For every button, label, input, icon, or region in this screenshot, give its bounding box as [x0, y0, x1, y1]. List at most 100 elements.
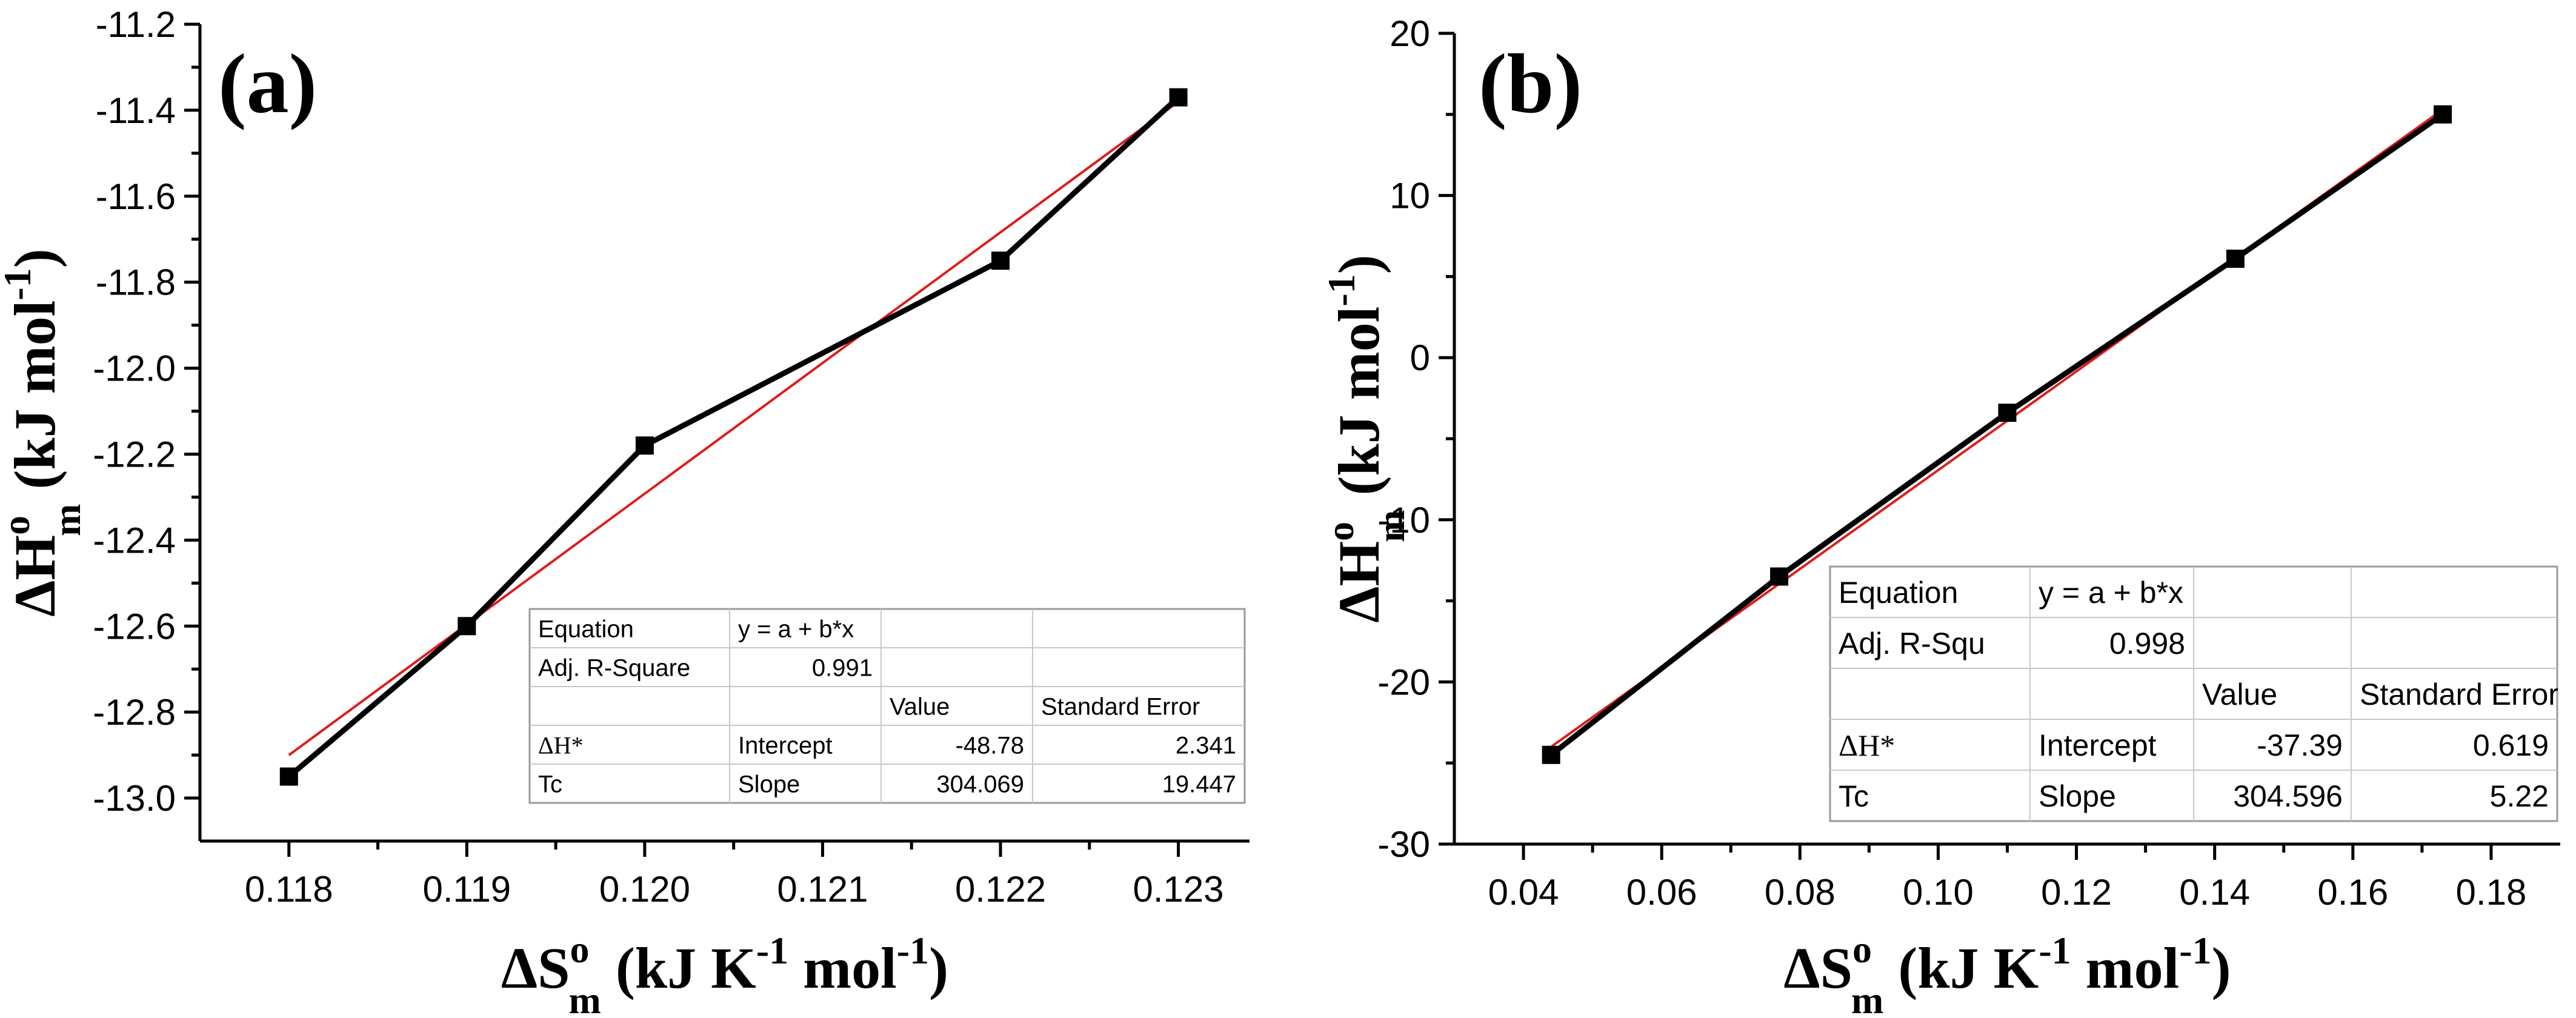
fit-results-table: Equation y = a + b*x Adj. R-Square 0.991 Val… — [528, 608, 1246, 804]
data-point-marker — [2226, 249, 2245, 268]
y-axis-label-part: ) — [2, 248, 67, 268]
data-point-marker — [1542, 745, 1560, 764]
x-axis-label-part: o — [570, 928, 590, 971]
x-axis-label-part: (kJ K — [1883, 936, 2039, 1000]
y-tick-label: 0 — [1410, 338, 1430, 378]
fit-table-cell: Intercept — [738, 732, 833, 759]
fit-table-cell: Standard Error — [1041, 693, 1200, 720]
x-axis-label: ΔSo m (kJ K-1 mol-1) — [1783, 928, 2231, 1018]
fit-table-cell: 0.998 — [2109, 627, 2185, 660]
y-axis-label-part: m — [1370, 510, 1413, 542]
fit-table-cell: y = a + b*x — [2039, 576, 2183, 610]
fit-table-cell: Equation — [538, 616, 634, 642]
x-tick-label: 0.12 — [2041, 872, 2112, 913]
x-tick-label: 0.16 — [2317, 872, 2388, 913]
data-point-marker — [991, 251, 1010, 270]
y-axis-label-part: ΔH — [2, 535, 67, 617]
fit-table-cell: Value — [2202, 677, 2277, 711]
x-tick-label: 0.08 — [1765, 872, 1835, 913]
data-point-marker — [635, 436, 654, 455]
y-tick-label: -12.4 — [93, 520, 176, 561]
fit-table-cell: Equation — [1839, 576, 1958, 610]
y-tick-label: -20 — [1377, 662, 1430, 702]
x-axis-label-part: (kJ K — [601, 936, 756, 1000]
x-axis-label-part: ) — [2212, 936, 2231, 1000]
y-tick-label: -11.8 — [96, 262, 176, 303]
y-tick-label: 10 — [1390, 176, 1430, 216]
x-axis-label-part: o — [1852, 928, 1872, 971]
x-axis-label-part: -1 — [2179, 929, 2211, 972]
data-point-marker — [279, 767, 298, 786]
x-tick-label: 0.119 — [422, 869, 511, 910]
fit-table-cell: Adj. R-Squ — [1839, 627, 1985, 660]
x-axis-label-part: -1 — [897, 929, 929, 972]
x-axis-label-part: -1 — [2039, 929, 2071, 972]
x-tick-label: 0.120 — [599, 869, 690, 910]
fit-table-cell: 304.069 — [936, 771, 1024, 797]
x-tick-label: 0.06 — [1626, 872, 1697, 913]
y-tick-label: -11.2 — [96, 4, 176, 45]
x-axis-label-part: m — [569, 979, 601, 1018]
x-tick-label: 0.14 — [2179, 872, 2250, 913]
x-tick-label: 0.10 — [1903, 872, 1974, 913]
x-tick-label: 0.123 — [1133, 869, 1223, 910]
fit-table-cell: -48.78 — [956, 732, 1024, 759]
data-point-marker — [2434, 105, 2452, 124]
y-tick-label: -10 — [1377, 500, 1430, 541]
y-tick-label: -12.8 — [93, 692, 176, 733]
x-tick-label: 0.122 — [955, 869, 1046, 910]
fit-table-cell: 304.596 — [2233, 779, 2343, 813]
fit-table-cell: y = a + b*x — [738, 616, 854, 642]
y-axis-label-part: -1 — [1320, 274, 1363, 306]
y-axis-label-part: (kJ mol — [1326, 307, 1391, 510]
x-tick-label: 0.118 — [245, 869, 333, 910]
panel-b-chart: 0.04 0.06 0.08 0.10 0.12 0.14 0.16 0.18 -30 -20 -1… — [1319, 13, 2560, 1018]
fit-table-cell: 0.991 — [812, 654, 873, 681]
fit-table-cell: ΔH* — [538, 731, 584, 759]
y-axis-label-part: ) — [1326, 254, 1391, 274]
x-axis-label-part: mol — [2071, 936, 2180, 1000]
fit-table-cell: Adj. R-Square — [538, 654, 690, 681]
fit-table-cell: Standard Error — [2360, 677, 2558, 711]
y-axis-label-part: (kJ mol — [2, 301, 67, 504]
fit-line — [288, 101, 1179, 756]
y-axis-label-part: ΔH — [1326, 541, 1391, 623]
fit-table-cell: Tc — [1839, 779, 1869, 813]
y-axis-label-part: o — [1319, 522, 1362, 541]
y-axis-label-part: m — [45, 504, 88, 536]
data-point-marker — [1169, 88, 1188, 107]
x-axis-label-part: m — [1851, 979, 1883, 1018]
y-tick-label: -12.6 — [93, 606, 176, 647]
fit-table-cell: Slope — [738, 771, 800, 797]
x-tick-label: 0.121 — [777, 869, 868, 910]
x-axis-label-part: ) — [929, 936, 948, 1000]
y-axis-label-part: o — [0, 516, 38, 535]
y-tick-label: 20 — [1390, 13, 1430, 54]
fit-table-cell: 0.619 — [2473, 728, 2549, 762]
x-axis-label-part: -1 — [756, 929, 788, 972]
x-axis-label-part: ΔS — [1783, 936, 1852, 1000]
y-tick-label: -11.4 — [96, 90, 176, 131]
x-axis-label-part: mol — [788, 936, 897, 1000]
fit-table-cell: 2.341 — [1176, 732, 1236, 759]
panel-label: (a) — [218, 37, 317, 131]
panel-a-chart: 0.118 0.119 0.120 0.121 0.122 0.123 -13.0 -12.8… — [0, 4, 1250, 1018]
fit-table-cell: Tc — [538, 771, 562, 797]
y-tick-label: -11.6 — [96, 176, 176, 217]
y-tick-label: -12.2 — [93, 434, 176, 474]
y-tick-label: -13.0 — [93, 778, 176, 819]
data-point-marker — [1770, 567, 1789, 586]
fit-table-cell: Slope — [2039, 779, 2116, 813]
fit-table-cell: Value — [890, 693, 950, 720]
x-tick-label: 0.04 — [1488, 872, 1559, 913]
y-axis-label-part: -1 — [0, 268, 39, 300]
fit-results-table: Equation y = a + b*x Adj. R-Squ 0.998 Value S… — [1829, 565, 2558, 822]
x-axis-label-part: ΔS — [501, 936, 570, 1000]
x-axis-label: ΔSo m (kJ K-1 mol-1) — [501, 928, 948, 1018]
data-point-marker — [1998, 404, 2017, 422]
x-tick-label: 0.18 — [2456, 872, 2527, 913]
fit-table-cell: 19.447 — [1162, 771, 1236, 797]
